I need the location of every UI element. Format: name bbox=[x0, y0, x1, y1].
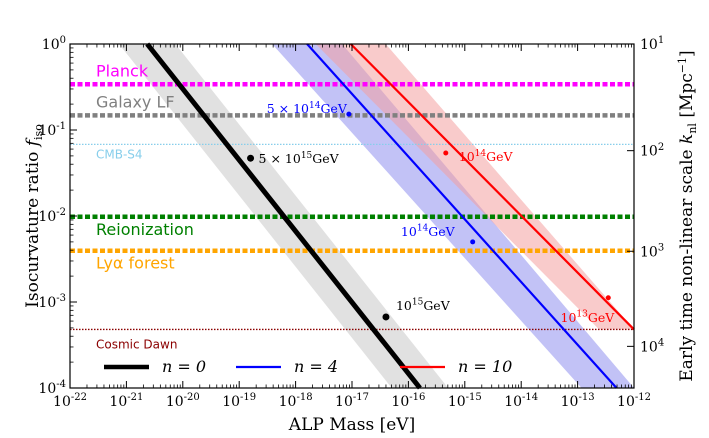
constraint-label-cosmic-dawn: Cosmic Dawn bbox=[96, 337, 177, 351]
marker-label-n0-0: 5 × 1015GeV bbox=[259, 151, 340, 166]
x-tick-label: 10-22 bbox=[53, 392, 87, 410]
x-tick-label: 10-17 bbox=[335, 392, 369, 410]
y2-tick-label: 101 bbox=[640, 35, 664, 53]
series-line-n10 bbox=[349, 43, 635, 331]
legend-label-n0: n = 0 bbox=[162, 357, 206, 376]
axis-ticks: 10-22 10-21 10-20 10-19 10-18 10-17 10-16 10-15… bbox=[38, 35, 664, 410]
series-line-n4 bbox=[306, 43, 618, 389]
marker-n10-0 bbox=[443, 150, 449, 156]
marker-n0-0 bbox=[247, 154, 255, 162]
constraint-label-reionization: Reionization bbox=[96, 220, 194, 239]
y2-tick-label: 102 bbox=[640, 142, 664, 160]
x-tick-label: 10-15 bbox=[448, 392, 482, 410]
marker-label-n0-1: 1015GeV bbox=[396, 298, 451, 313]
marker-n4-0 bbox=[346, 111, 352, 117]
x-tick-label: 10-16 bbox=[391, 392, 425, 410]
y-axis-title: Isocurvature ratio fiso bbox=[23, 124, 45, 308]
legend-label-n10: n = 10 bbox=[458, 357, 512, 376]
x-tick-label: 10-20 bbox=[166, 392, 200, 410]
x-tick-label: 10-21 bbox=[109, 392, 143, 410]
constraint-label-ly-forest: Lyα forest bbox=[96, 254, 175, 273]
series-line-n0 bbox=[145, 42, 422, 390]
marker-label-n4-0: 5 × 1014GeV bbox=[267, 101, 348, 116]
y2-axis-title: Early time non-linear scale knl [Mpc−1] bbox=[676, 50, 699, 381]
x-tick-label: 10-13 bbox=[561, 392, 595, 410]
y-tick-label: 10-2 bbox=[38, 207, 66, 225]
x-tick-label: 10-12 bbox=[617, 392, 651, 410]
marker-n4-1 bbox=[470, 239, 476, 245]
legend: n = 0 n = 4 n = 10 bbox=[104, 357, 512, 376]
y-tick-label: 10-4 bbox=[38, 379, 66, 397]
marker-n10-1 bbox=[605, 295, 611, 301]
marker-label-n4-1: 1014GeV bbox=[401, 224, 456, 239]
marker-label-n10-0: 1014GeV bbox=[459, 149, 514, 164]
legend-label-n4: n = 4 bbox=[294, 357, 338, 376]
y2-tick-label: 104 bbox=[640, 337, 664, 355]
y-tick-label: 10-1 bbox=[38, 121, 66, 139]
y-tick-label: 10-3 bbox=[38, 293, 66, 311]
x-axis-title: ALP Mass [eV] bbox=[288, 415, 415, 435]
y-tick-label: 100 bbox=[42, 35, 66, 53]
marker-label-n10-1: 1013GeV bbox=[561, 310, 616, 325]
constraint-label-galaxy-lf: Galaxy LF bbox=[96, 92, 175, 111]
x-tick-label: 10-18 bbox=[279, 392, 313, 410]
x-tick-label: 10-14 bbox=[504, 392, 538, 410]
constraint-label-planck: Planck bbox=[96, 61, 149, 80]
constraint-lines: Planck Galaxy LF CMB-S4 Reionization Lyα for… bbox=[70, 61, 634, 351]
constraint-label-cmb-s4: CMB-S4 bbox=[96, 147, 143, 161]
y2-tick-label: 103 bbox=[640, 242, 664, 260]
series-lines bbox=[145, 42, 635, 390]
marker-n0-1 bbox=[382, 313, 390, 321]
x-tick-label: 10-19 bbox=[222, 392, 256, 410]
scale-markers: 5 × 1015GeV 1015GeV 5 × 1014GeV 1014GeV 1014… bbox=[247, 101, 615, 325]
